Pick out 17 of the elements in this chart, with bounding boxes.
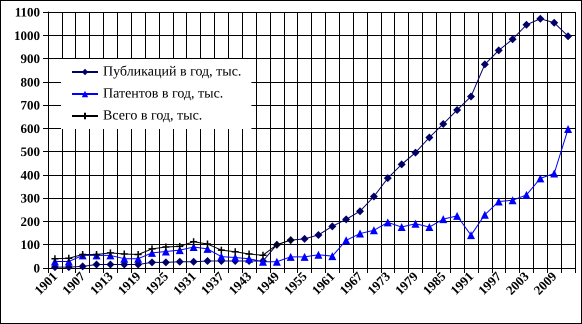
y-tick-label: 800 [20, 74, 40, 90]
y-tick-label: 500 [20, 144, 40, 160]
legend-label: Публикаций в год, тыс. [103, 64, 242, 80]
y-tick-label: 900 [20, 51, 40, 66]
y-tick-label: 100 [20, 237, 40, 252]
y-tick-label: 1100 [14, 4, 40, 20]
y-tick-label: 0 [34, 260, 40, 276]
y-tick-label: 1000 [14, 28, 40, 43]
y-tick-label: 300 [20, 190, 40, 206]
y-tick-label: 600 [20, 120, 40, 136]
legend-label: Всего в год, тыс. [103, 108, 202, 124]
x-tick-label: 1913 [86, 268, 116, 298]
y-tick-label: 700 [20, 98, 40, 113]
y-tick-label: 200 [20, 214, 40, 229]
x-tick-label: 1991 [447, 268, 476, 298]
y-tick-label: 400 [20, 167, 40, 182]
legend-label: Патентов в год, тыс. [103, 86, 224, 102]
